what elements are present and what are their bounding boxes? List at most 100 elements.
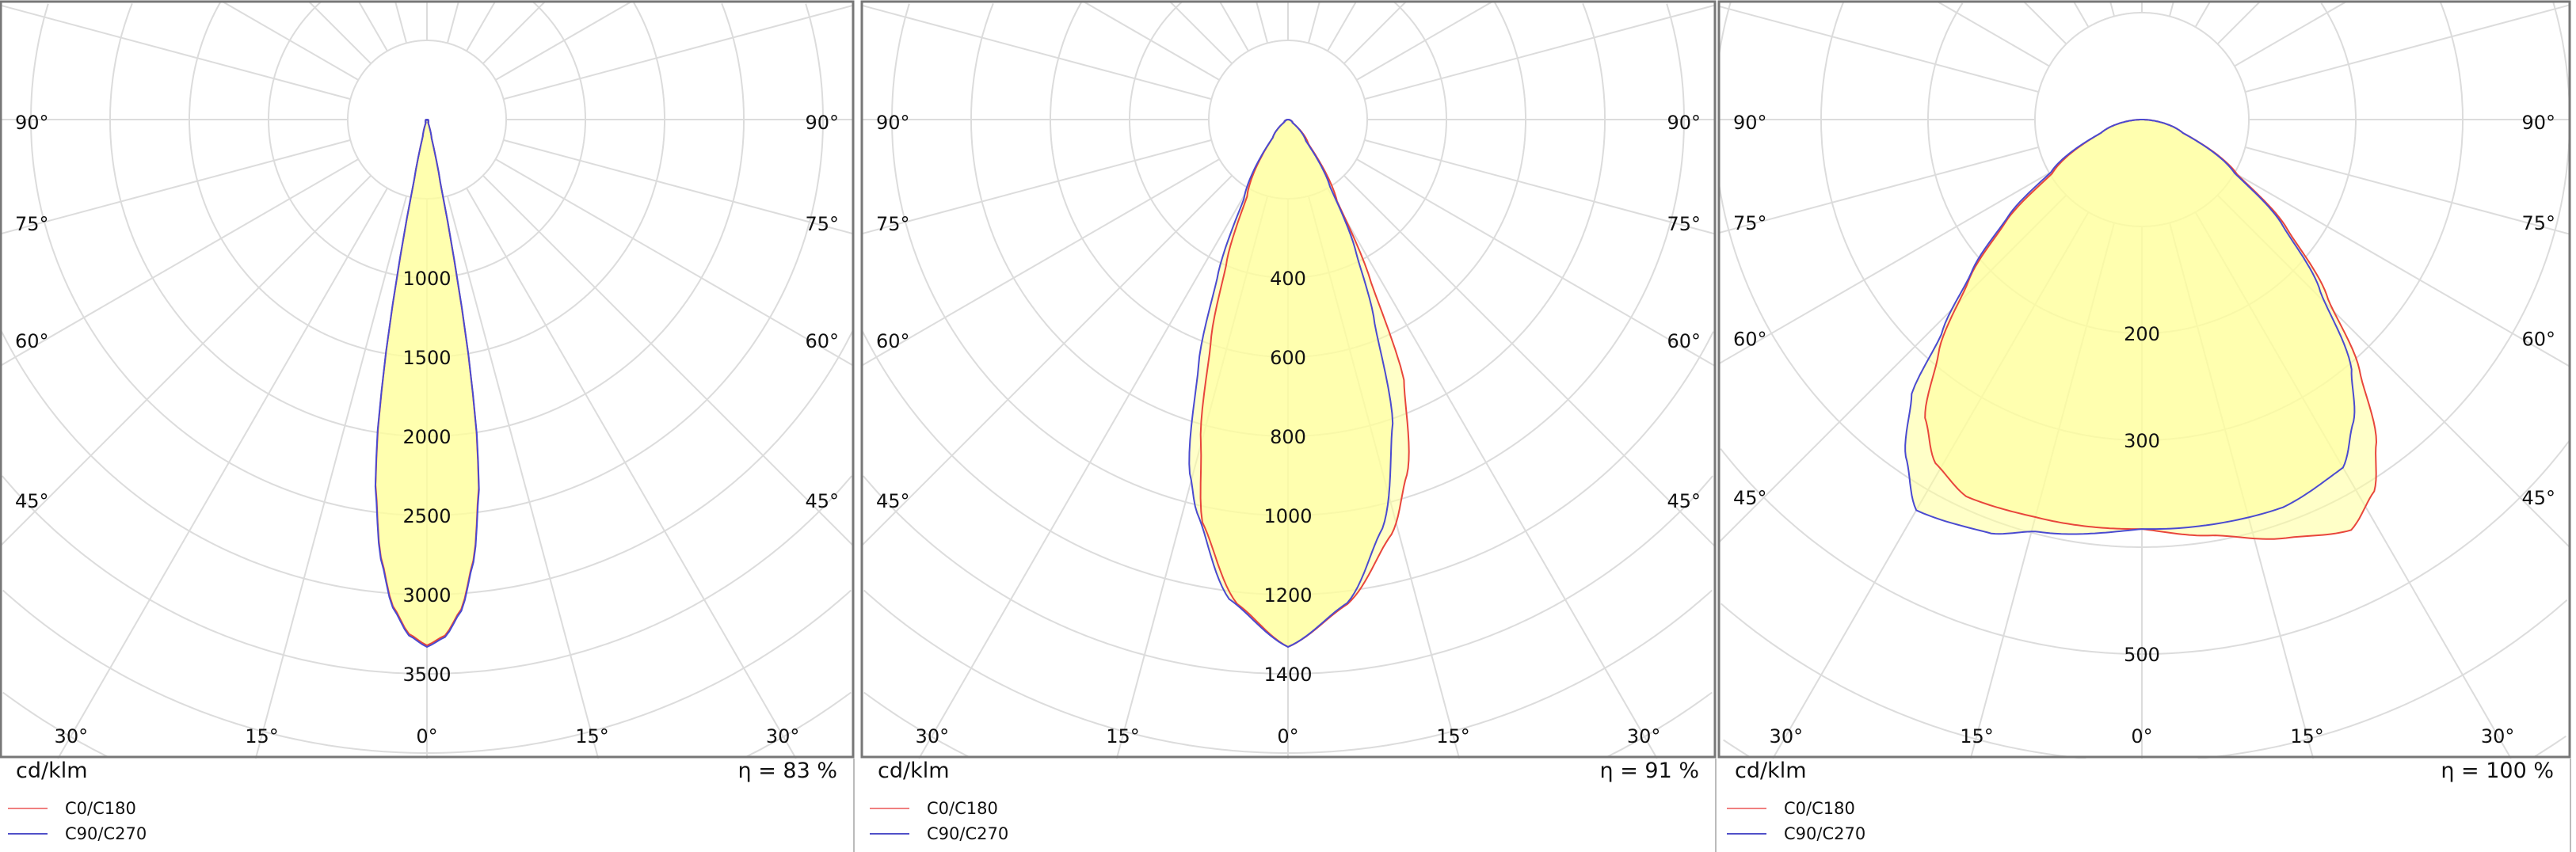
radial-gridline (1718, 172, 2050, 365)
divider (853, 759, 855, 852)
radial-gridline (0, 175, 372, 546)
panel-footer-1: cd/klm η = 83 % C0/C180 C90/C270 (0, 759, 853, 852)
angle-label: 90° (2521, 112, 2555, 134)
photometric-diagrams: 1000 1500 2000 2500 3000 3500 90° 90° 75° 75° 60° 6… (0, 0, 2571, 759)
series-line-c90-c270 (1904, 119, 2356, 535)
ring-gridline (2, 475, 852, 675)
ring-label: 1200 (1263, 584, 1312, 607)
ring-gridline (1, 331, 853, 595)
angle-label: 45° (1667, 490, 1701, 512)
ring-gridline (862, 331, 1714, 595)
angle-label: 90° (15, 112, 49, 134)
angle-label: 15° (245, 725, 279, 747)
radial-gridline (466, 188, 797, 759)
ring-gridline (1720, 440, 2570, 655)
angle-label: 45° (15, 490, 49, 512)
ring-label: 1000 (1263, 505, 1312, 527)
angle-label: 60° (1667, 330, 1701, 352)
panel-footer-2: cd/klm η = 91 % C0/C180 C90/C270 (862, 759, 1715, 852)
radial-gridline (1718, 5, 2039, 93)
radial-gridline (2194, 1, 2211, 28)
angle-label: 90° (1667, 112, 1701, 134)
angle-label: 30° (1770, 725, 1804, 747)
angle-label: 60° (1733, 329, 1767, 351)
angle-label: 75° (2521, 212, 2555, 234)
series-fill-c90-c270 (1905, 120, 2355, 534)
radial-gridline (1343, 175, 1716, 547)
radial-gridline (1169, 1, 1233, 64)
ring-gridline (109, 3, 745, 437)
unit-label: cd/klm (1735, 759, 1807, 783)
radial-gridline (2109, 1, 2116, 17)
ring-gridline (1720, 599, 2568, 759)
angle-label: 75° (1733, 212, 1767, 234)
radial-gridline (861, 4, 1212, 101)
radial-gridline (482, 1, 546, 64)
legend-item-c90-c270: C90/C270 (8, 822, 147, 846)
ring-label: 3500 (402, 664, 451, 686)
legend-item-c0-c180: C0/C180 (1727, 797, 1855, 820)
polar-diagram-2: 400 600 800 1000 1200 1400 90° 90° 75° 75° 60° 60° 4… (861, 1, 1716, 759)
angle-label: 60° (805, 330, 839, 352)
angle-label: 60° (876, 330, 910, 352)
angle-label: 90° (876, 112, 910, 134)
angle-label: 75° (15, 213, 49, 235)
angle-label: 45° (1733, 487, 1767, 509)
efficiency-label: η = 83 % (737, 759, 838, 783)
angle-label: 30° (1627, 725, 1661, 747)
angle-label: 0° (1277, 725, 1298, 747)
ring-label: 200 (2124, 323, 2160, 345)
ring-gridline (891, 3, 1685, 516)
ring-gridline (30, 3, 824, 516)
plot-frame (0, 0, 855, 759)
divider (1715, 759, 1717, 852)
radial-gridline (2245, 146, 2570, 235)
radial-gridline (358, 1, 388, 51)
angle-label: 45° (2521, 487, 2555, 509)
legend-swatch (1727, 833, 1766, 835)
ring-label: 3000 (402, 584, 451, 607)
angle-label: 90° (805, 112, 839, 134)
legend-label: C0/C180 (65, 799, 136, 818)
unit-label: cd/klm (878, 759, 950, 783)
radial-gridline (2168, 1, 2174, 17)
ring-gridline (1208, 40, 1368, 200)
angle-label: 15° (575, 725, 609, 747)
ring-label: 1400 (1263, 664, 1312, 686)
radial-gridline (2245, 4, 2570, 93)
legend-swatch (8, 833, 48, 835)
legend-swatch (1727, 808, 1766, 809)
efficiency-label: η = 100 % (2441, 759, 2554, 783)
angle-label: 30° (55, 725, 89, 747)
angle-label: 15° (1436, 725, 1470, 747)
ring-label: 300 (2124, 430, 2160, 452)
ring-gridline (2, 691, 852, 759)
radial-gridline (918, 188, 1249, 759)
radial-gridline (1718, 146, 2039, 234)
efficiency-label: η = 91 % (1599, 759, 1700, 783)
radial-gridline (1343, 1, 1407, 64)
angle-label: 45° (876, 490, 910, 512)
radial-gridline (861, 175, 1233, 546)
legend-item-c90-c270: C90/C270 (870, 822, 1008, 846)
plot-frame (1717, 0, 2571, 759)
ring-gridline (268, 1, 586, 279)
legend-label: C90/C270 (927, 824, 1009, 843)
ring-label: 500 (2124, 644, 2160, 666)
angle-label: 15° (1960, 725, 1994, 747)
panel-footer-3: cd/klm η = 100 % C0/C180 C90/C270 (1719, 759, 2570, 852)
legend-label: C90/C270 (1784, 824, 1866, 843)
radial-gridline (503, 139, 854, 235)
angle-label: 15° (1106, 725, 1140, 747)
ring-label: 2500 (402, 505, 451, 527)
radial-gridline (861, 158, 1220, 367)
radial-gridline (0, 4, 351, 101)
angle-label: 75° (1667, 213, 1701, 235)
ring-label: 1000 (402, 268, 451, 290)
ring-gridline (347, 40, 507, 200)
radial-gridline (2073, 1, 2090, 28)
angle-label: 90° (1733, 112, 1767, 134)
radial-gridline (861, 139, 1212, 235)
legend-item-c90-c270: C90/C270 (1727, 822, 1865, 846)
radial-gridline (495, 158, 854, 367)
